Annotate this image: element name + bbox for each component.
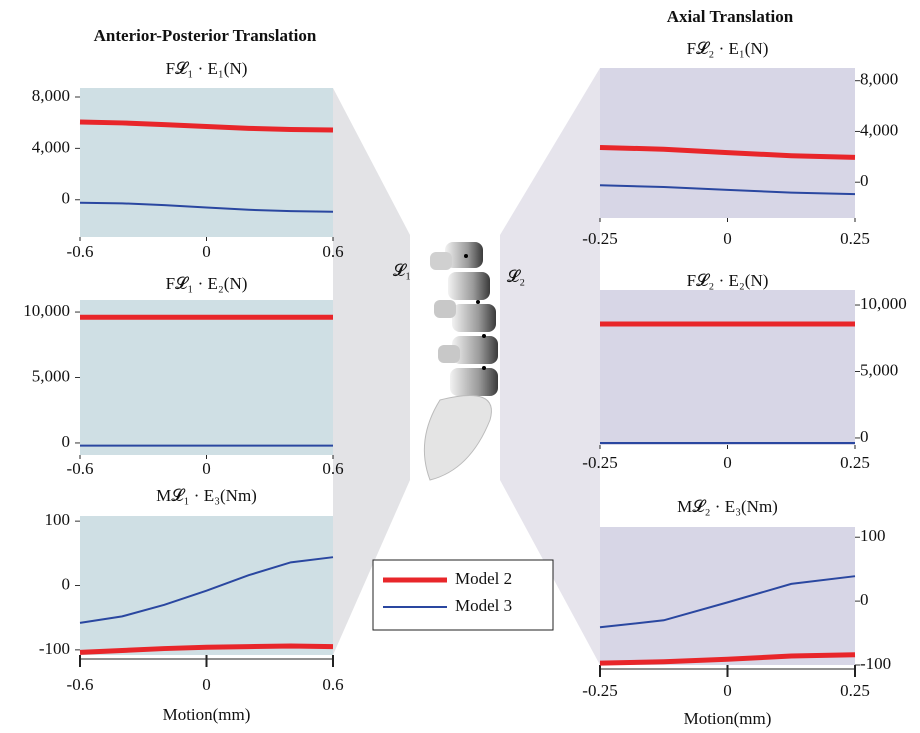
plot-area	[80, 300, 333, 455]
y-tick-label: 10,000	[23, 301, 70, 320]
x-axis-label: Motion(mm)	[684, 709, 772, 728]
x-tick-label: -0.25	[582, 453, 617, 472]
chart-title: F𝓛₁ · E₁(N)	[166, 59, 248, 78]
legend-label: Model 2	[455, 569, 512, 588]
y-tick-label: 5,000	[860, 360, 898, 379]
plot-area	[600, 68, 855, 218]
y-tick-label: 100	[45, 510, 71, 529]
plot-area	[600, 527, 855, 665]
chart-title: F𝓛₂ · E₂(N)	[687, 271, 769, 290]
y-tick-label: 0	[860, 171, 869, 190]
y-tick-label: 0	[62, 432, 71, 451]
panel-heading: Anterior-Posterior Translation	[94, 26, 317, 45]
x-tick-label: 0	[723, 681, 732, 700]
y-tick-label: 4,000	[32, 137, 70, 156]
panel-heading: Axial Translation	[667, 7, 794, 26]
x-tick-label: 0	[723, 229, 732, 248]
x-tick-label: -0.6	[67, 459, 94, 478]
x-tick-label: 0	[202, 242, 211, 261]
chart-title: F𝓛₂ · E₁(N)	[687, 39, 769, 58]
plot-area	[80, 516, 333, 655]
chart-title: M𝓛₂ · E₃(Nm)	[677, 497, 778, 516]
figure: 𝓛₁ 𝓛₂ Anterior-Posterior Translation F𝓛₁ …	[0, 0, 920, 733]
x-tick-label: -0.6	[67, 242, 94, 261]
x-tick-label: 0	[723, 453, 732, 472]
y-tick-label: 5,000	[32, 366, 70, 385]
x-tick-label: -0.25	[582, 229, 617, 248]
x-tick-label: 0	[202, 675, 211, 694]
y-tick-label: 8,000	[860, 70, 898, 89]
x-tick-label: 0.6	[322, 675, 343, 694]
x-tick-label: -0.6	[67, 675, 94, 694]
chart-title: F𝓛₁ · E₂(N)	[166, 274, 248, 293]
x-tick-label: 0	[202, 459, 211, 478]
y-tick-label: 8,000	[32, 86, 70, 105]
spine-label: 𝓛₁	[393, 261, 411, 280]
y-tick-label: 0	[860, 590, 869, 609]
chart-title: M𝓛₁ · E₃(Nm)	[156, 486, 257, 505]
plot-area	[600, 290, 855, 445]
spine-label: 𝓛₂	[507, 267, 525, 286]
y-tick-label: -100	[860, 654, 891, 673]
x-tick-label: -0.25	[582, 681, 617, 700]
spine	[424, 242, 498, 480]
x-axis-label: Motion(mm)	[163, 705, 251, 724]
x-tick-label: 0.25	[840, 229, 870, 248]
x-tick-label: 0.25	[840, 453, 870, 472]
y-tick-label: 100	[860, 526, 886, 545]
y-tick-label: 0	[62, 189, 71, 208]
x-tick-label: 0.6	[322, 242, 343, 261]
x-tick-label: 0.6	[322, 459, 343, 478]
y-tick-label: 4,000	[860, 120, 898, 139]
y-tick-label: 0	[860, 427, 869, 446]
y-tick-label: 10,000	[860, 294, 907, 313]
y-tick-label: 0	[62, 574, 71, 593]
y-tick-label: -100	[39, 639, 70, 658]
x-tick-label: 0.25	[840, 681, 870, 700]
plot-area	[80, 88, 333, 237]
legend-label: Model 3	[455, 596, 512, 615]
